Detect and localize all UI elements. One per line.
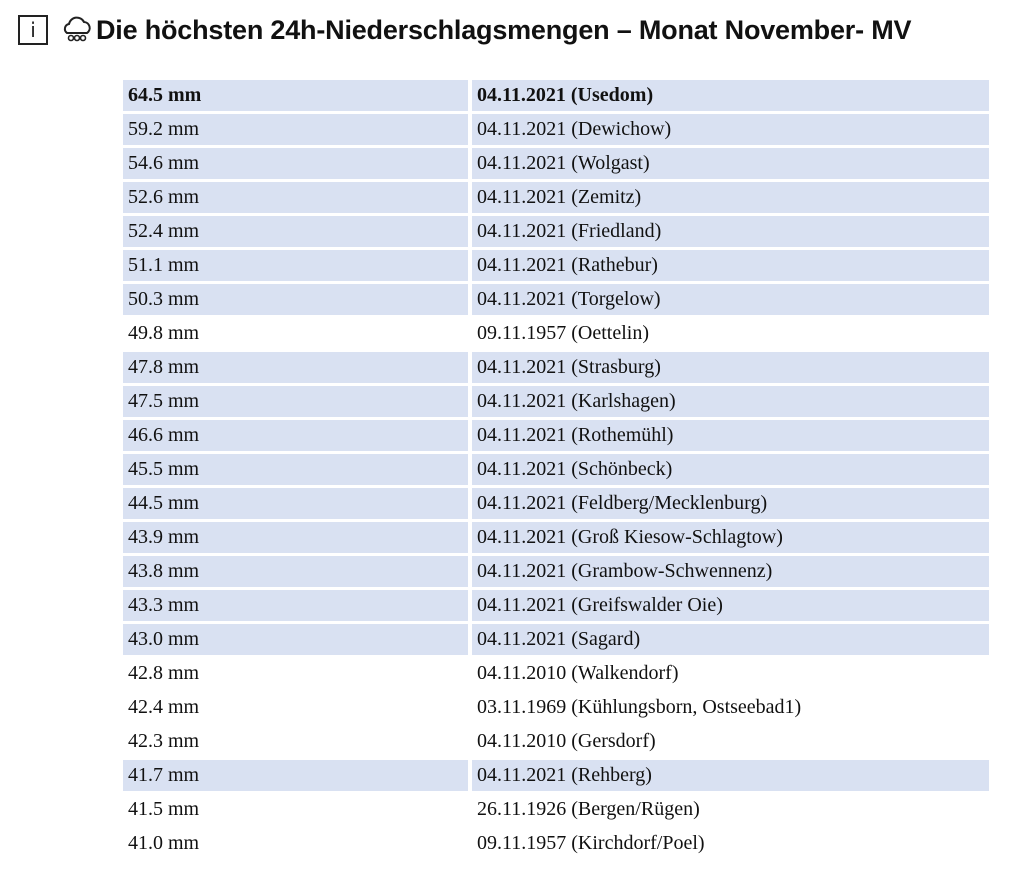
event-cell: 04.11.2021 (Strasburg) <box>472 352 989 386</box>
event-cell: 03.11.1969 (Kühlungsborn, Ostseebad1) <box>472 692 989 726</box>
amount-cell: 59.2 mm <box>123 114 472 148</box>
table-row: 43.3 mm 04.11.2021 (Greifswalder Oie) <box>123 590 989 624</box>
amount-cell: 45.5 mm <box>123 454 472 488</box>
table-row: 43.9 mm 04.11.2021 (Groß Kiesow-Schlagtow… <box>123 522 989 556</box>
event-cell: 04.11.2021 (Greifswalder Oie) <box>472 590 989 624</box>
amount-cell: 42.3 mm <box>123 726 472 760</box>
amount-cell: 47.8 mm <box>123 352 472 386</box>
event-cell: 26.11.1926 (Bergen/Rügen) <box>472 794 989 828</box>
table-row: 41.5 mm 26.11.1926 (Bergen/Rügen) <box>123 794 989 828</box>
event-cell: 04.11.2021 (Schönbeck) <box>472 454 989 488</box>
amount-cell: 52.6 mm <box>123 182 472 216</box>
event-cell: 04.11.2021 (Wolgast) <box>472 148 989 182</box>
precipitation-table: 64.5 mm 04.11.2021 (Usedom) 59.2 mm 04.11.2… <box>123 80 989 862</box>
event-cell: 04.11.2021 (Feldberg/Mecklenburg) <box>472 488 989 522</box>
table-row: 59.2 mm 04.11.2021 (Dewichow) <box>123 114 989 148</box>
event-cell: 04.11.2021 (Sagard) <box>472 624 989 658</box>
table-row: 45.5 mm 04.11.2021 (Schönbeck) <box>123 454 989 488</box>
amount-cell: 46.6 mm <box>123 420 472 454</box>
amount-cell: 64.5 mm <box>123 80 472 114</box>
event-cell: 04.11.2021 (Zemitz) <box>472 182 989 216</box>
event-cell: 04.11.2021 (Rathebur) <box>472 250 989 284</box>
event-cell: 04.11.2021 (Friedland) <box>472 216 989 250</box>
table-row: 49.8 mm 09.11.1957 (Oettelin) <box>123 318 989 352</box>
table-row: 52.4 mm 04.11.2021 (Friedland) <box>123 216 989 250</box>
event-cell: 04.11.2021 (Groß Kiesow-Schlagtow) <box>472 522 989 556</box>
table-row: 50.3 mm 04.11.2021 (Torgelow) <box>123 284 989 318</box>
event-cell: 09.11.1957 (Oettelin) <box>472 318 989 352</box>
table-row: 47.8 mm 04.11.2021 (Strasburg) <box>123 352 989 386</box>
amount-cell: 50.3 mm <box>123 284 472 318</box>
event-cell: 04.11.2021 (Torgelow) <box>472 284 989 318</box>
event-cell: 04.11.2021 (Rehberg) <box>472 760 989 794</box>
event-cell: 04.11.2021 (Karlshagen) <box>472 386 989 420</box>
table-row: 51.1 mm 04.11.2021 (Rathebur) <box>123 250 989 284</box>
amount-cell: 47.5 mm <box>123 386 472 420</box>
amount-cell: 42.4 mm <box>123 692 472 726</box>
amount-cell: 41.5 mm <box>123 794 472 828</box>
info-button[interactable]: i <box>18 15 48 45</box>
amount-cell: 41.0 mm <box>123 828 472 862</box>
table-row: 43.0 mm 04.11.2021 (Sagard) <box>123 624 989 658</box>
amount-cell: 49.8 mm <box>123 318 472 352</box>
table-row: 64.5 mm 04.11.2021 (Usedom) <box>123 80 989 114</box>
event-cell: 04.11.2021 (Rothemühl) <box>472 420 989 454</box>
page-title: Die höchsten 24h-Niederschlagsmengen – M… <box>96 14 912 45</box>
table-row: 42.8 mm 04.11.2010 (Walkendorf) <box>123 658 989 692</box>
cloud-rain-icon <box>63 16 91 42</box>
event-cell: 04.11.2010 (Gersdorf) <box>472 726 989 760</box>
amount-cell: 54.6 mm <box>123 148 472 182</box>
table-row: 54.6 mm 04.11.2021 (Wolgast) <box>123 148 989 182</box>
amount-cell: 41.7 mm <box>123 760 472 794</box>
amount-cell: 43.8 mm <box>123 556 472 590</box>
event-cell: 04.11.2021 (Dewichow) <box>472 114 989 148</box>
header: i Die höchsten 24h-Niederschlagsmengen –… <box>18 10 911 50</box>
table-row: 47.5 mm 04.11.2021 (Karlshagen) <box>123 386 989 420</box>
table-row: 52.6 mm 04.11.2021 (Zemitz) <box>123 182 989 216</box>
amount-cell: 43.3 mm <box>123 590 472 624</box>
amount-cell: 52.4 mm <box>123 216 472 250</box>
event-cell: 04.11.2021 (Usedom) <box>472 80 989 114</box>
amount-cell: 44.5 mm <box>123 488 472 522</box>
table-row: 41.0 mm 09.11.1957 (Kirchdorf/Poel) <box>123 828 989 862</box>
event-cell: 04.11.2010 (Walkendorf) <box>472 658 989 692</box>
event-cell: 09.11.1957 (Kirchdorf/Poel) <box>472 828 989 862</box>
amount-cell: 43.0 mm <box>123 624 472 658</box>
amount-cell: 43.9 mm <box>123 522 472 556</box>
table-row: 44.5 mm 04.11.2021 (Feldberg/Mecklenburg) <box>123 488 989 522</box>
amount-cell: 42.8 mm <box>123 658 472 692</box>
table-row: 42.4 mm 03.11.1969 (Kühlungsborn, Ostseeb… <box>123 692 989 726</box>
table-row: 46.6 mm 04.11.2021 (Rothemühl) <box>123 420 989 454</box>
event-cell: 04.11.2021 (Grambow-Schwennenz) <box>472 556 989 590</box>
table-row: 43.8 mm 04.11.2021 (Grambow-Schwennenz) <box>123 556 989 590</box>
amount-cell: 51.1 mm <box>123 250 472 284</box>
table-row: 41.7 mm 04.11.2021 (Rehberg) <box>123 760 989 794</box>
table-row: 42.3 mm 04.11.2010 (Gersdorf) <box>123 726 989 760</box>
